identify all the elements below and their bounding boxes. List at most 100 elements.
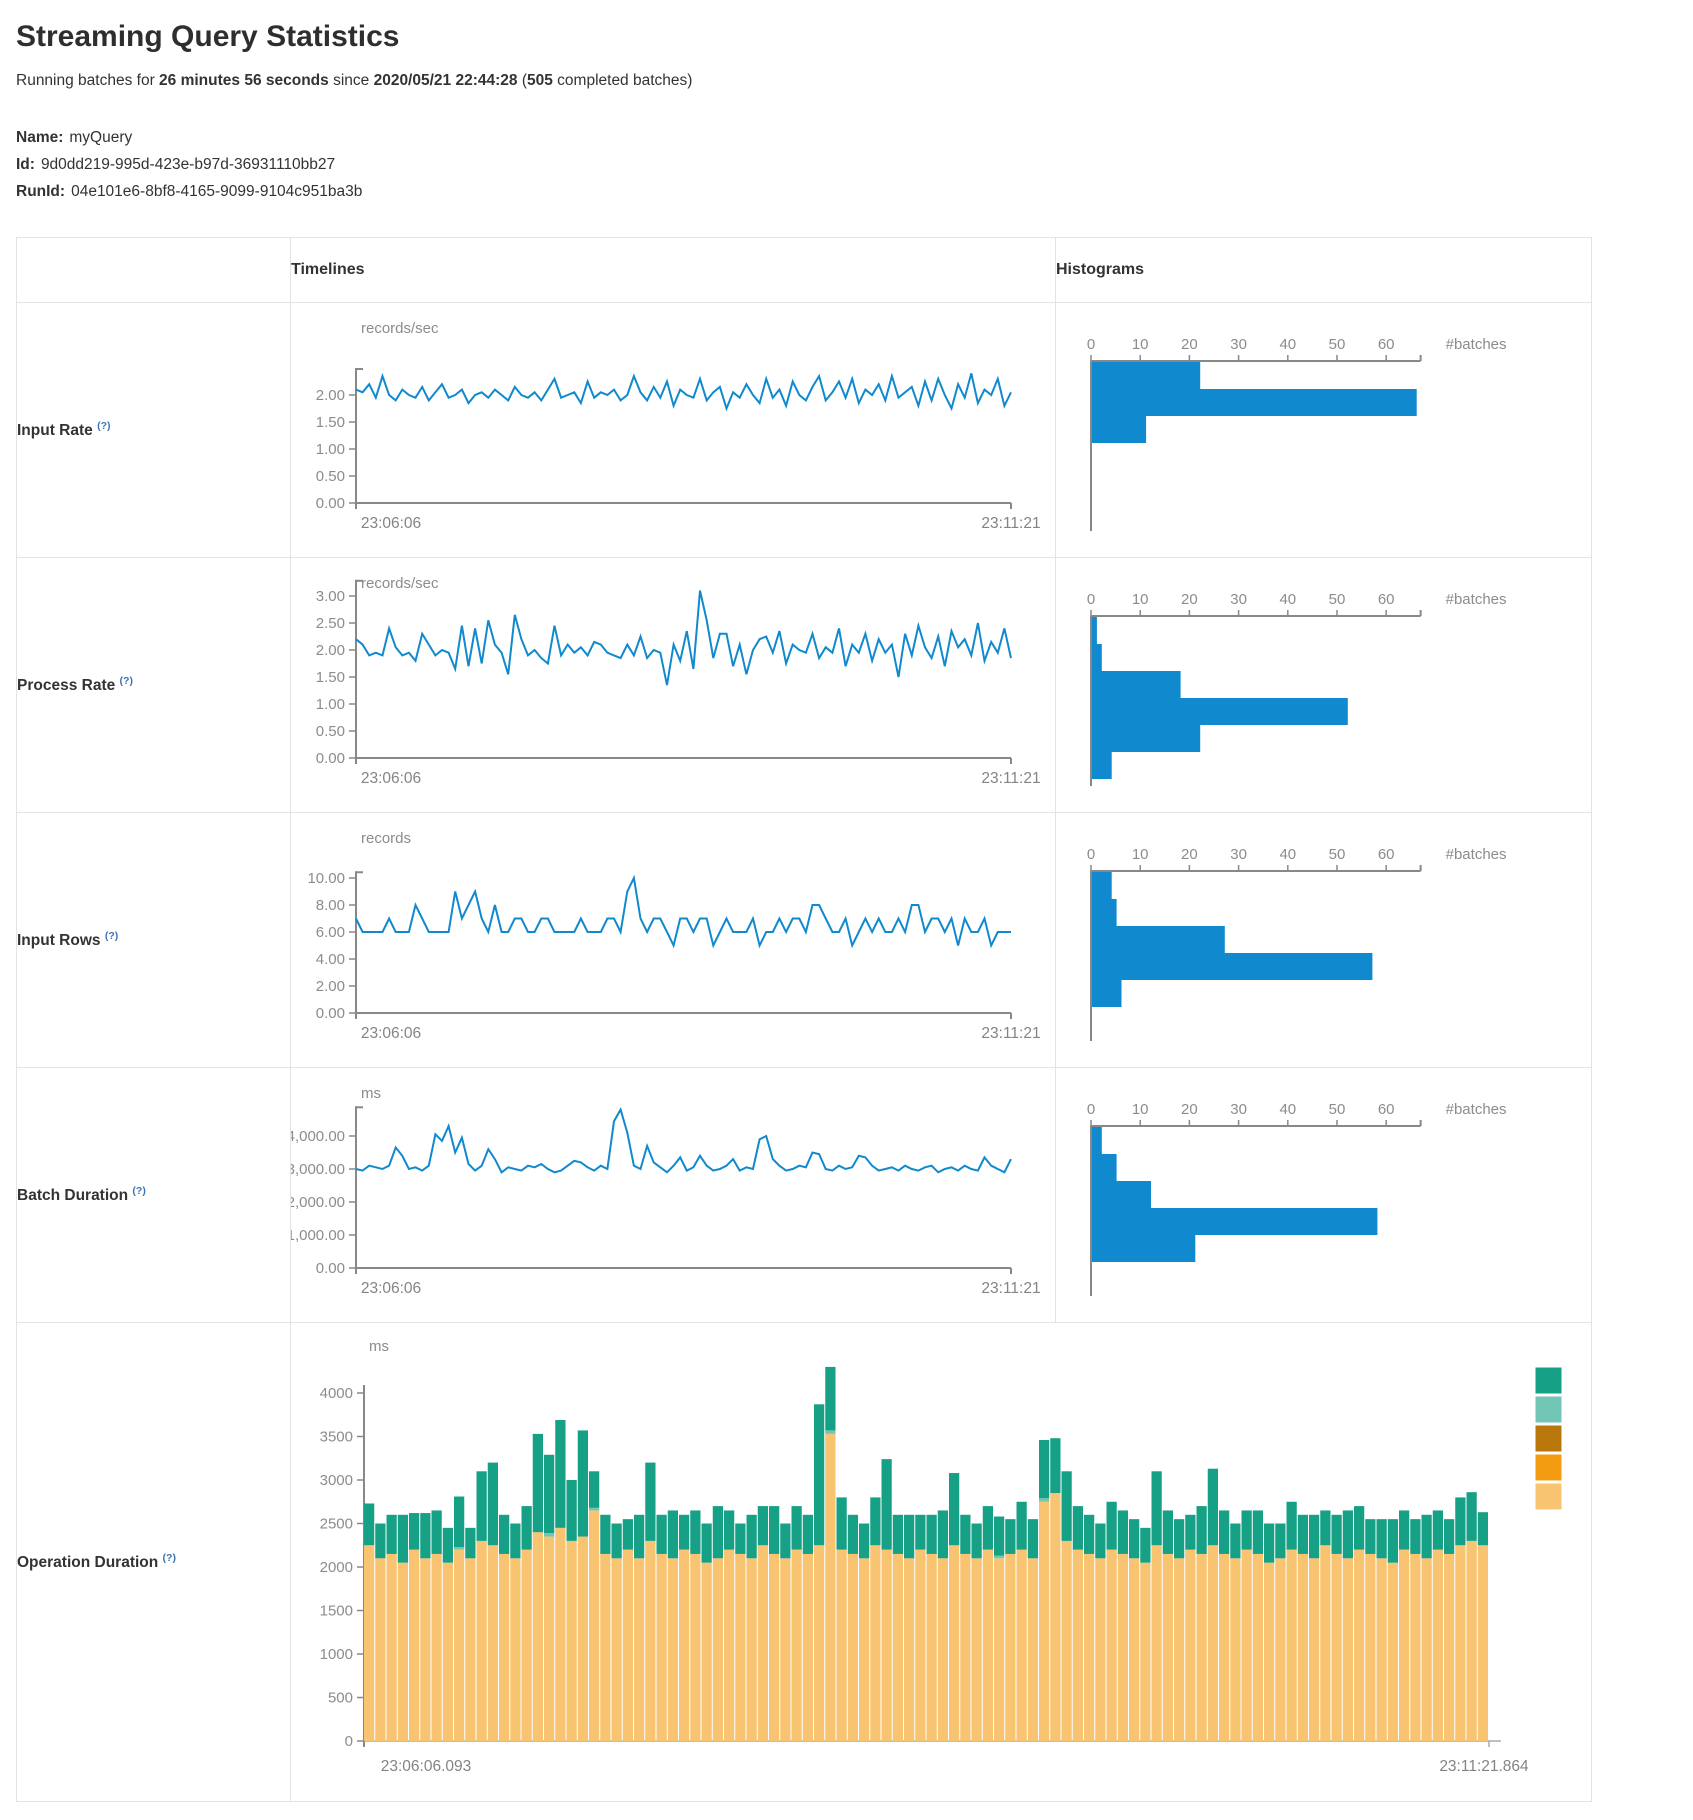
svg-text:40: 40 xyxy=(1279,336,1296,353)
svg-text:1000: 1000 xyxy=(320,1646,353,1663)
svg-text:0: 0 xyxy=(1087,591,1095,608)
timelines-column-header: Timelines xyxy=(290,237,1056,303)
input-rows-histogram-cell: 0 10 20 30 40 50 60 #batches xyxy=(1055,812,1592,1068)
svg-text:20: 20 xyxy=(1181,591,1198,608)
input-rows-help-icon[interactable]: (?) xyxy=(104,929,119,942)
batch-duration-histogram: 0 10 20 30 40 50 60 #batches xyxy=(1056,1068,1591,1322)
process-rate-timeline-cell: records/sec 3.00 2.50 2.00 1.50 1.00 0.50 0.00 2… xyxy=(290,557,1056,813)
svg-text:1.50: 1.50 xyxy=(316,414,345,431)
svg-text:#batches: #batches xyxy=(1446,846,1507,863)
query-runid-label: RunId: xyxy=(16,183,66,200)
svg-text:2000: 2000 xyxy=(320,1559,353,1576)
svg-text:ms: ms xyxy=(369,1338,389,1355)
operation-duration-row: Operation Duration (?) ms 4000 3500 3000 250… xyxy=(16,1322,1592,1802)
input-rate-label: Input Rate xyxy=(17,422,93,440)
svg-text:8.00: 8.00 xyxy=(316,897,345,914)
svg-text:0: 0 xyxy=(345,1733,353,1750)
svg-text:0: 0 xyxy=(1087,336,1095,353)
process-rate-label-cell: Process Rate (?) xyxy=(16,557,291,813)
batch-duration-timeline-svg: ms 4,000.00 3,000.00 2,000.00 1,000.00 0.00 23… xyxy=(287,1085,1041,1297)
input-rate-help-icon[interactable]: (?) xyxy=(97,419,111,432)
svg-text:6.00: 6.00 xyxy=(316,924,345,941)
svg-text:10: 10 xyxy=(1132,846,1149,863)
svg-text:23:06:06.093: 23:06:06.093 xyxy=(381,1758,472,1775)
svg-text:1.50: 1.50 xyxy=(316,669,345,686)
input-rate-histogram-cell: 0 10 20 30 40 50 60 #batches xyxy=(1055,302,1592,558)
svg-text:50: 50 xyxy=(1329,336,1346,353)
svg-text:23:11:21: 23:11:21 xyxy=(981,515,1040,532)
process-rate-label: Process Rate xyxy=(17,677,116,695)
svg-text:23:06:06: 23:06:06 xyxy=(361,515,421,532)
batch-duration-label: Batch Duration xyxy=(17,1187,129,1205)
process-rate-help-icon[interactable]: (?) xyxy=(119,674,133,687)
svg-text:10: 10 xyxy=(1132,336,1149,353)
batch-duration-histogram-cell: 0 10 20 30 40 50 60 #batches xyxy=(1055,1067,1592,1323)
batch-duration-histogram-svg: 0 10 20 30 40 50 60 #batches xyxy=(1087,1101,1507,1296)
summary-paren: ( xyxy=(517,72,527,89)
statistics-table: Timelines Histograms Input Rate (?) reco… xyxy=(16,237,1592,1802)
svg-text:1500: 1500 xyxy=(320,1603,353,1620)
svg-text:0.00: 0.00 xyxy=(316,1005,345,1022)
svg-text:records: records xyxy=(361,830,411,847)
input-rows-label-cell: Input Rows (?) xyxy=(16,812,291,1068)
svg-text:40: 40 xyxy=(1279,846,1296,863)
operation-duration-label-cell: Operation Duration (?) xyxy=(16,1322,291,1802)
query-name-value: myQuery xyxy=(69,129,133,146)
histograms-column-header: Histograms xyxy=(1055,237,1592,303)
svg-text:2,000.00: 2,000.00 xyxy=(291,1194,345,1211)
svg-text:records/sec: records/sec xyxy=(361,575,439,592)
summary-prefix: Running batches for xyxy=(16,72,160,89)
svg-text:ms: ms xyxy=(361,1085,381,1102)
input-rows-timeline: records 10.00 8.00 6.00 4.00 2.00 0.00 23:06:06… xyxy=(291,813,1055,1067)
svg-text:3.00: 3.00 xyxy=(316,588,345,605)
operation-duration-help-icon[interactable]: (?) xyxy=(162,1551,176,1564)
input-rate-row: Input Rate (?) records/sec 2.00 1.50 1.00 0.… xyxy=(16,302,1592,558)
running-duration: 26 minutes 56 seconds xyxy=(159,72,329,89)
operation-duration-chart: ms 4000 3500 3000 2500 2000 1500 1000 500 0 23:06:… xyxy=(291,1323,1591,1801)
query-name-row: Name: myQuery xyxy=(16,124,1693,151)
input-rate-histogram-svg: 0 10 20 30 40 50 60 #batches xyxy=(1087,336,1507,531)
svg-text:0.50: 0.50 xyxy=(316,468,345,485)
query-runid-value: 04e101e6-8bf8-4165-9099-9104c951ba3b xyxy=(71,183,363,200)
batch-duration-label-cell: Batch Duration (?) xyxy=(16,1067,291,1323)
summary-middle: since xyxy=(328,72,374,89)
operation-duration-label: Operation Duration xyxy=(17,1554,159,1572)
batch-duration-timeline: ms 4,000.00 3,000.00 2,000.00 1,000.00 0.00 23… xyxy=(287,1068,1055,1322)
page-title: Streaming Query Statistics xyxy=(16,20,400,53)
svg-text:1.00: 1.00 xyxy=(316,696,345,713)
svg-text:50: 50 xyxy=(1329,591,1346,608)
svg-text:60: 60 xyxy=(1378,846,1395,863)
process-rate-timeline-svg: records/sec 3.00 2.50 2.00 1.50 1.00 0.50 0.00 2… xyxy=(316,575,1041,787)
svg-text:#batches: #batches xyxy=(1446,336,1507,353)
svg-text:60: 60 xyxy=(1378,591,1395,608)
svg-text:4000: 4000 xyxy=(320,1385,353,1402)
running-batches-summary: Running batches for 26 minutes 56 second… xyxy=(16,72,1693,90)
svg-text:#batches: #batches xyxy=(1446,1101,1507,1118)
svg-text:23:06:06: 23:06:06 xyxy=(361,770,421,787)
svg-text:50: 50 xyxy=(1329,1101,1346,1118)
svg-text:30: 30 xyxy=(1230,1101,1247,1118)
summary-suffix: completed batches) xyxy=(552,72,693,89)
query-id-value: 9d0dd219-995d-423e-b97d-36931110bb27 xyxy=(40,156,336,173)
process-rate-histogram-svg: 0 10 20 30 40 50 60 #batches xyxy=(1087,591,1507,786)
svg-text:30: 30 xyxy=(1230,846,1247,863)
input-rows-row: Input Rows (?) records 10.00 8.00 6.00 4.00 2… xyxy=(16,812,1592,1068)
input-rows-timeline-svg: records 10.00 8.00 6.00 4.00 2.00 0.00 23:06:06… xyxy=(307,830,1040,1042)
batch-duration-help-icon[interactable]: (?) xyxy=(132,1184,146,1197)
input-rate-histogram: 0 10 20 30 40 50 60 #batches xyxy=(1056,303,1591,557)
svg-text:0.50: 0.50 xyxy=(316,723,345,740)
svg-text:23:11:21: 23:11:21 xyxy=(981,1025,1040,1042)
svg-text:20: 20 xyxy=(1181,336,1198,353)
svg-text:500: 500 xyxy=(328,1690,353,1707)
input-rows-histogram: 0 10 20 30 40 50 60 #batches xyxy=(1056,813,1591,1067)
svg-text:4,000.00: 4,000.00 xyxy=(291,1128,345,1145)
svg-text:10.00: 10.00 xyxy=(307,870,345,887)
corner-header-cell xyxy=(16,237,291,303)
svg-text:23:11:21: 23:11:21 xyxy=(981,1280,1040,1297)
svg-text:0.00: 0.00 xyxy=(316,750,345,767)
svg-text:0.00: 0.00 xyxy=(316,495,345,512)
svg-text:50: 50 xyxy=(1329,846,1346,863)
svg-text:23:11:21: 23:11:21 xyxy=(981,770,1040,787)
input-rate-timeline-svg: records/sec 2.00 1.50 1.00 0.50 0.00 23:06:06 2… xyxy=(316,320,1041,532)
